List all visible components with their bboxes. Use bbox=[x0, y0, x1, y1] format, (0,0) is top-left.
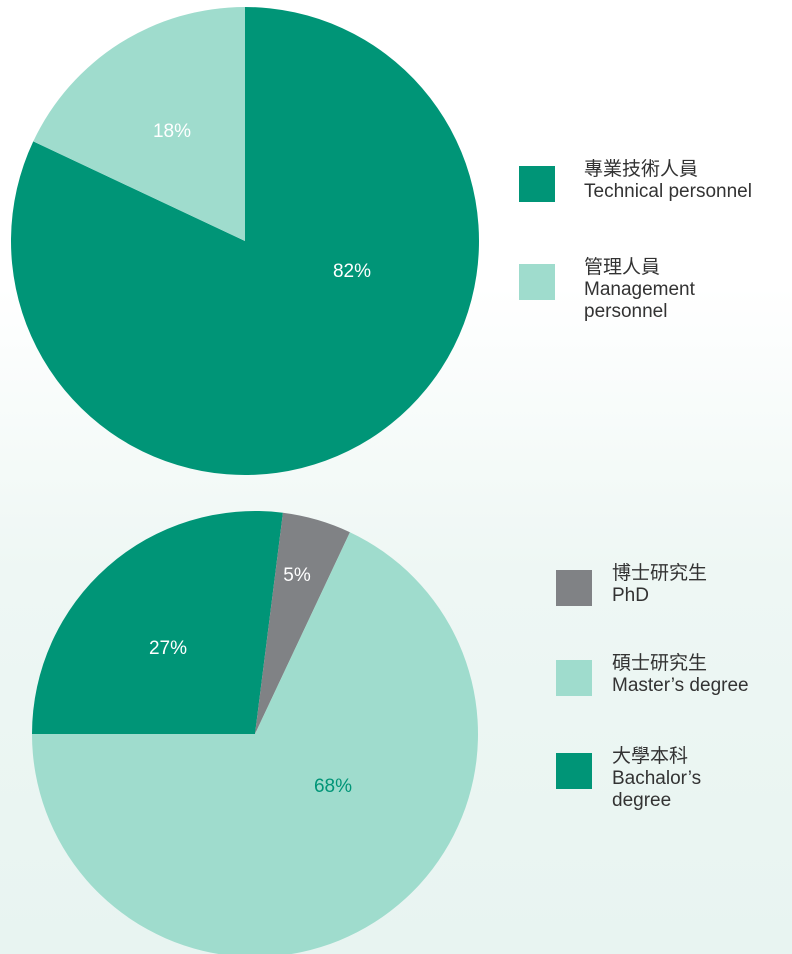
pie-slice bbox=[32, 532, 478, 954]
legend-label: 大學本科 bbox=[612, 746, 689, 767]
value-label: 5% bbox=[283, 565, 311, 586]
legend-swatch bbox=[519, 264, 555, 300]
legend-label: 管理人員 bbox=[584, 257, 661, 278]
legend-label-en: Management personnel bbox=[584, 279, 695, 322]
legend-entry: 專業技術人員 Technical personnel bbox=[584, 159, 792, 203]
legend-label-en: Bachalor’s degree bbox=[612, 768, 702, 811]
legend-label: 專業技術人員 bbox=[584, 159, 699, 180]
legend-entry: 碩士研究生 Master’s degree bbox=[612, 653, 792, 697]
legend-swatch bbox=[556, 660, 592, 696]
legend-label: 博士研究生 bbox=[612, 563, 708, 584]
value-label: 82% bbox=[333, 261, 371, 282]
legend-swatch bbox=[556, 570, 592, 606]
legend-entry: 博士研究生 PhD bbox=[612, 563, 792, 607]
legend-entry: 大學本科 Bachalor’s degree bbox=[612, 746, 722, 812]
value-label: 68% bbox=[314, 776, 352, 797]
legend-label: 碩士研究生 bbox=[612, 653, 708, 674]
legend-label-en: PhD bbox=[612, 585, 649, 606]
legend-label-en: Technical personnel bbox=[584, 181, 752, 202]
legend-label-en: Master’s degree bbox=[612, 675, 749, 696]
legend-swatch bbox=[519, 166, 555, 202]
legend-entry: 管理人員 Management personnel bbox=[584, 257, 734, 323]
pie-slice bbox=[255, 512, 350, 734]
value-label: 18% bbox=[153, 121, 191, 142]
legend-swatch bbox=[556, 753, 592, 789]
pie-slice bbox=[32, 510, 283, 734]
value-label: 27% bbox=[149, 638, 187, 659]
pie-slice bbox=[33, 7, 245, 241]
